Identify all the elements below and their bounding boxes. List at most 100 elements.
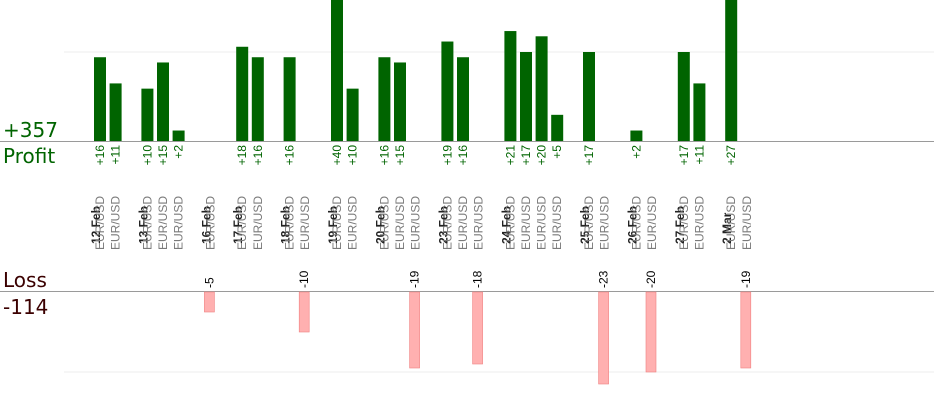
pair-label: EUR/USD: [377, 196, 391, 250]
pair-label: EUR/USD: [724, 196, 738, 250]
loss-value-label: -20: [644, 270, 658, 288]
pair-label: EUR/USD: [535, 196, 549, 250]
loss-value-label: -5: [202, 277, 216, 288]
pair-label: EUR/USD: [93, 196, 107, 250]
profit-value-label: +16: [251, 145, 265, 166]
loss-value-label: -18: [471, 270, 485, 288]
date-label: 18 Feb: [279, 206, 293, 244]
profit-value-label: +16: [283, 145, 297, 166]
pair-label: EUR/USD: [330, 196, 344, 250]
profit-value-label: +17: [677, 145, 691, 166]
profit-bar: [677, 52, 690, 141]
pair-label: EUR/USD: [203, 196, 217, 250]
date-label: 17 Feb: [231, 206, 245, 244]
date-label: 25 Feb: [578, 206, 592, 244]
profit-bar: [441, 41, 454, 141]
date-label: 2 Mar: [720, 212, 734, 244]
loss-value-label: -23: [597, 270, 611, 288]
loss-label: Loss: [3, 268, 47, 292]
pair-label: EUR/USD: [629, 196, 643, 250]
loss-bar: [204, 291, 215, 313]
date-label: 23 Feb: [436, 206, 450, 244]
profit-bar: [725, 0, 738, 141]
profit-bar: [236, 46, 249, 141]
profit-bar: [172, 130, 185, 141]
loss-value-label: -19: [739, 270, 753, 288]
pair-label: EUR/USD: [456, 196, 470, 250]
pair-label: EUR/USD: [677, 196, 691, 250]
loss-bar: [298, 291, 310, 333]
profit-value-label: +17: [519, 145, 533, 166]
pair-label: EUR/USD: [109, 196, 123, 250]
date-label: 16 Feb: [199, 206, 213, 244]
profit-value-label: +15: [156, 145, 170, 166]
loss-bar: [740, 291, 752, 369]
profit-bar: [630, 130, 643, 141]
pair-label: EUR/USD: [645, 196, 659, 250]
profit-value-label: +18: [235, 145, 249, 166]
date-label: 27 Feb: [673, 206, 687, 244]
profit-bar: [551, 114, 564, 141]
profit-value-label: +20: [535, 145, 549, 166]
profit-value-label: +5: [550, 145, 564, 159]
profit-bar: [283, 57, 296, 142]
profit-value-label: +2: [629, 145, 643, 159]
pair-label: EUR/USD: [472, 196, 486, 250]
pair-label: EUR/USD: [172, 196, 186, 250]
profit-value-label: +11: [109, 145, 123, 165]
pair-label: EUR/USD: [582, 196, 596, 250]
profit-bar: [394, 62, 406, 141]
profit-value-label: +17: [582, 145, 596, 166]
profit-value-label: +19: [440, 145, 454, 166]
profit-bar: [331, 0, 343, 141]
profit-bar: [157, 62, 169, 141]
profit-bar: [94, 57, 106, 142]
profit-bar: [693, 83, 706, 141]
profit-total: +357: [3, 118, 58, 142]
profit-bar: [504, 31, 517, 141]
profit-bar: [520, 52, 532, 141]
profit-value-label: +16: [377, 145, 391, 166]
profit-value-label: +10: [346, 145, 360, 166]
pair-label: EUR/USD: [550, 196, 564, 250]
date-label: 19 Feb: [326, 206, 340, 244]
pair-label: EUR/USD: [692, 196, 706, 250]
profit-label: Profit: [3, 144, 56, 168]
loss-bar: [645, 291, 657, 373]
pair-label: EUR/USD: [740, 196, 754, 250]
profit-value-label: +21: [503, 145, 517, 166]
pair-label: EUR/USD: [519, 196, 533, 250]
profit-bar: [378, 57, 391, 142]
profit-value-label: +16: [456, 145, 470, 166]
profit-value-label: +10: [140, 145, 154, 166]
loss-total: -114: [3, 295, 49, 319]
pair-label: EUR/USD: [503, 196, 517, 250]
profit-bar: [109, 83, 122, 141]
date-label: 12 Feb: [89, 206, 103, 244]
pair-label: EUR/USD: [140, 196, 154, 250]
profit-value-label: +15: [393, 145, 407, 166]
loss-bar: [409, 291, 420, 369]
profit-bar: [457, 57, 469, 142]
date-label: 20 Feb: [373, 206, 387, 244]
date-label: 13 Feb: [136, 206, 150, 244]
loss-value-label: -10: [297, 270, 311, 288]
pair-label: EUR/USD: [298, 196, 312, 250]
profit-value-label: +11: [692, 145, 706, 165]
pair-label: EUR/USD: [346, 196, 360, 250]
pair-label: EUR/USD: [251, 196, 265, 250]
profit-value-label: +27: [724, 145, 738, 166]
profit-value-label: +2: [172, 145, 186, 159]
pair-label: EUR/USD: [409, 196, 423, 250]
pair-label: EUR/USD: [440, 196, 454, 250]
loss-value-label: -19: [408, 270, 422, 288]
pair-label: EUR/USD: [393, 196, 407, 250]
profit-bar: [346, 88, 359, 141]
profit-bar: [535, 36, 548, 142]
profit-bar: [583, 52, 595, 141]
pair-label: EUR/USD: [235, 196, 249, 250]
profit-value-label: +40: [330, 145, 344, 166]
profit-value-label: +16: [93, 145, 107, 166]
loss-bar: [472, 291, 483, 365]
